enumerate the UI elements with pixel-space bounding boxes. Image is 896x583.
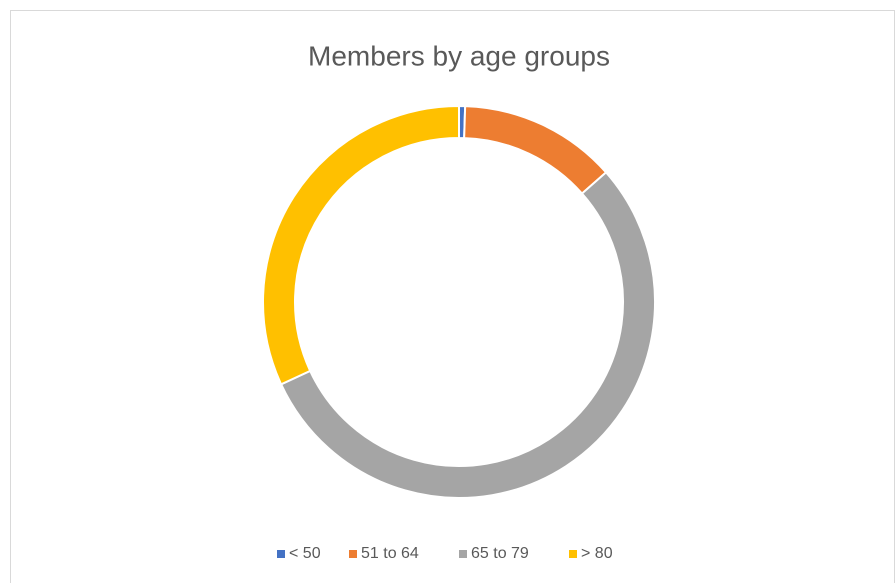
legend-swatch: [277, 550, 285, 558]
legend-label: > 80: [581, 545, 613, 562]
legend-swatch: [459, 550, 467, 558]
legend-swatch: [349, 550, 357, 558]
legend-label: 51 to 64: [361, 545, 419, 562]
donut-slice: [279, 170, 656, 499]
legend-label: 65 to 79: [471, 545, 529, 562]
donut-slice: [262, 104, 460, 386]
legend-label: < 50: [289, 545, 321, 562]
chart-title: Members by age groups: [308, 40, 610, 71]
legend-swatch: [569, 550, 577, 558]
